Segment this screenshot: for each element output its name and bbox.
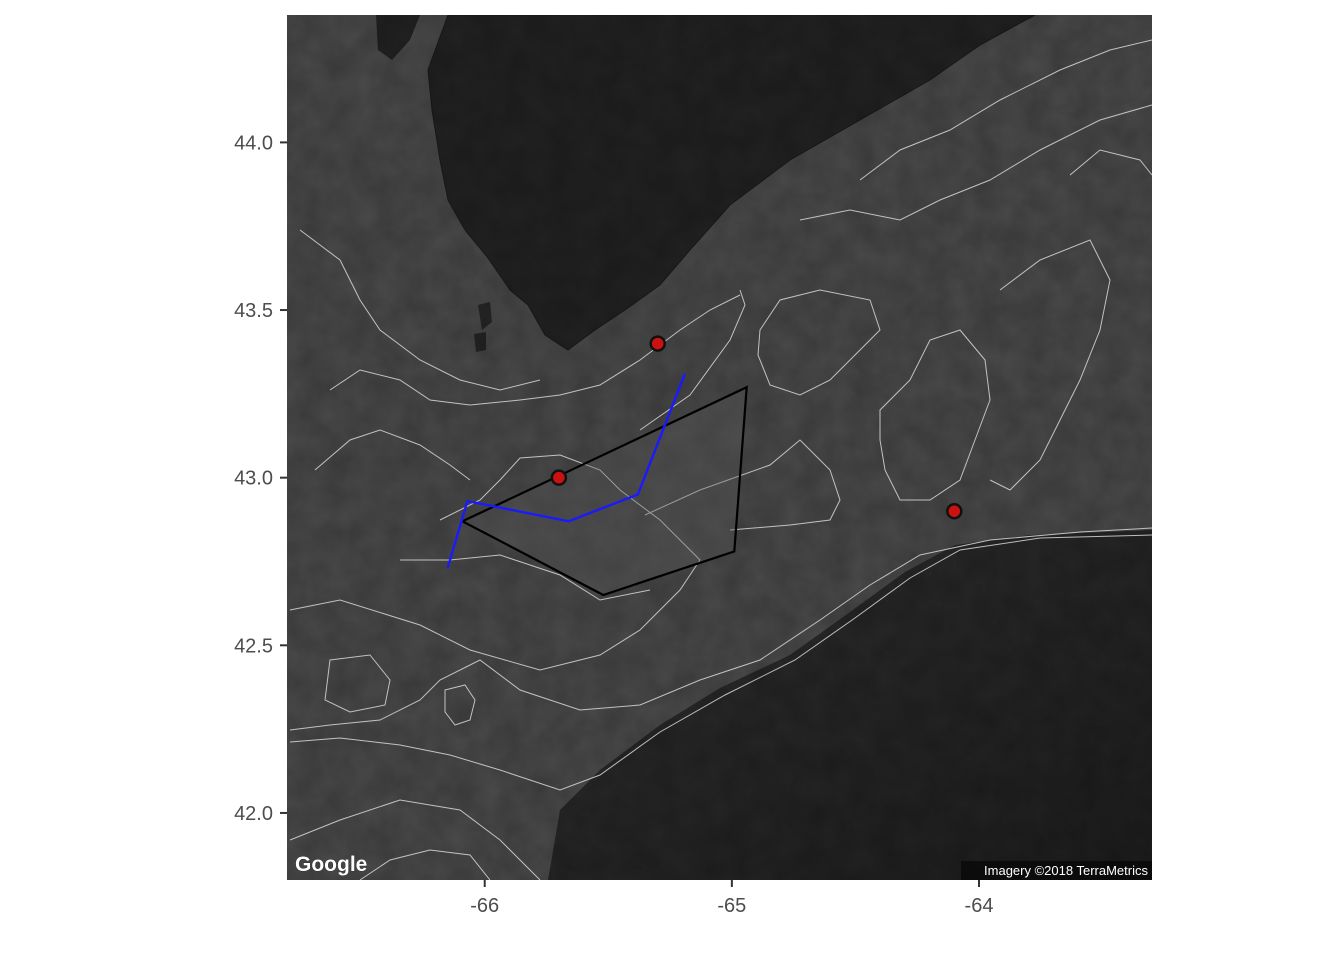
station-point-2 (550, 469, 568, 486)
y-tick-label: 42.5 (234, 635, 273, 657)
y-tick-label: 43.5 (234, 300, 273, 322)
y-tick-label: 43.0 (234, 468, 273, 490)
x-tick-label: -64 (965, 895, 994, 917)
x-tick-label: -65 (717, 895, 746, 917)
y-axis: 42.0 42.5 43.0 43.5 44.0 (234, 132, 287, 825)
map-panel: Google Imagery ©2018 TerraMetrics (287, 15, 1152, 880)
station-point-1 (649, 335, 666, 352)
attribution-background (961, 861, 1152, 880)
x-tick-label: -66 (470, 895, 499, 917)
track-line (446, 373, 687, 569)
attribution-text: Imagery ©2018 TerraMetrics (984, 863, 1148, 878)
x-axis: -66 -65 -64 (470, 880, 993, 917)
y-tick-label: 42.0 (234, 803, 273, 825)
bathymetry-contours (289, 39, 1152, 880)
y-tick-label: 44.0 (234, 132, 273, 154)
station-point-3 (946, 502, 963, 520)
station-points (550, 335, 963, 520)
terrain-texture (287, 15, 1152, 880)
survey-area-polygon (460, 385, 748, 597)
google-logo: Google (295, 853, 367, 876)
